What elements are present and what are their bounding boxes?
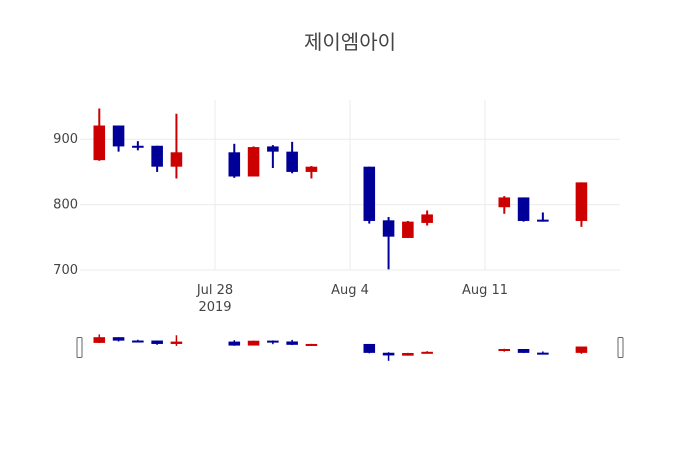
slider-candle-body <box>575 346 588 353</box>
candle-body <box>421 214 433 223</box>
slider-candle-body <box>402 352 414 356</box>
candle-body <box>267 146 279 152</box>
candle-decreasing[interactable] <box>286 141 298 174</box>
slider-candle <box>305 343 318 346</box>
slider-candle <box>132 339 144 343</box>
x-tick-label: Aug 11 <box>462 283 508 298</box>
range-slider-left-handle[interactable] <box>76 337 83 358</box>
candle-body <box>498 197 511 208</box>
axis-layer: 700 800 900 Jul 28 2019 Aug 4 Aug 11 <box>53 132 508 315</box>
slider-candle <box>267 340 279 345</box>
candle-increasing[interactable] <box>421 210 433 226</box>
slider-candle-body <box>363 343 376 353</box>
candle-increasing[interactable] <box>498 196 511 214</box>
slider-candle-body <box>228 341 241 346</box>
x-tick-label: Jul 28 <box>196 283 233 298</box>
slider-candle-body <box>170 341 183 344</box>
candle-decreasing[interactable] <box>363 166 376 224</box>
candle-body <box>363 166 376 221</box>
range-slider[interactable] <box>76 334 624 361</box>
slider-candle <box>402 352 414 356</box>
slider-candle-body <box>305 343 318 346</box>
slider-candle-body <box>112 337 125 341</box>
candle-increasing[interactable] <box>402 220 414 238</box>
slider-candle-body <box>517 349 530 353</box>
grid-layer <box>80 100 620 271</box>
slider-candle-body <box>93 337 106 343</box>
candle-body <box>228 152 241 177</box>
candle-layer <box>93 108 588 270</box>
candle-decreasing[interactable] <box>132 141 144 151</box>
slider-candle-body <box>498 349 511 352</box>
slider-candle <box>421 351 433 354</box>
slider-candle <box>498 348 511 352</box>
candle-increasing[interactable] <box>247 146 260 177</box>
candle-body <box>112 125 125 147</box>
candle-body <box>537 219 549 222</box>
slider-candle-body <box>267 340 279 343</box>
y-tick-label: 900 <box>53 132 78 147</box>
slider-candle-body <box>537 352 549 355</box>
y-tick-label: 800 <box>53 198 78 213</box>
candle-body <box>151 145 163 167</box>
slider-candle <box>517 349 530 353</box>
slider-candle <box>382 352 395 361</box>
slider-candle-body <box>421 351 433 354</box>
candle-body <box>247 147 260 177</box>
slider-candle-body <box>247 340 260 346</box>
slider-candle <box>247 340 260 346</box>
chart-title: 제이엠아이 <box>304 30 396 54</box>
candle-body <box>93 125 106 161</box>
slider-candle <box>170 335 183 346</box>
candle-body <box>402 221 414 238</box>
candle-decreasing[interactable] <box>112 125 125 152</box>
slider-candle <box>93 334 106 343</box>
candle-body <box>170 152 183 167</box>
candle-decreasing[interactable] <box>267 145 279 168</box>
y-tick-label: 700 <box>53 263 78 278</box>
candle-body <box>382 220 395 237</box>
slider-candle-body <box>286 341 298 345</box>
candle-decreasing[interactable] <box>382 217 395 270</box>
slider-candle <box>112 337 125 342</box>
slider-candle <box>575 346 588 354</box>
range-slider-right-handle[interactable] <box>617 337 624 358</box>
candle-body <box>517 197 530 221</box>
candle-body <box>575 182 588 221</box>
candle-increasing[interactable] <box>170 113 183 179</box>
slider-candle-body <box>132 340 144 343</box>
slider-candle <box>228 340 241 346</box>
slider-candle-body <box>151 340 163 344</box>
candle-body <box>286 151 298 172</box>
candle-increasing[interactable] <box>93 108 106 161</box>
slider-candle <box>537 351 549 355</box>
candle-increasing[interactable] <box>575 182 588 227</box>
x-tick-label: Aug 4 <box>331 283 369 298</box>
slider-candle <box>151 340 163 345</box>
candle-body <box>132 145 144 148</box>
slider-candle-body <box>382 352 395 356</box>
candle-decreasing[interactable] <box>151 145 163 172</box>
slider-candle <box>363 343 376 354</box>
x-tick-year-label: 2019 <box>198 300 231 315</box>
candle-increasing[interactable] <box>305 166 318 179</box>
candle-body <box>305 166 318 172</box>
slider-candle <box>286 339 298 346</box>
candle-decreasing[interactable] <box>517 197 530 222</box>
candle-decreasing[interactable] <box>537 212 549 222</box>
candle-decreasing[interactable] <box>228 143 241 178</box>
